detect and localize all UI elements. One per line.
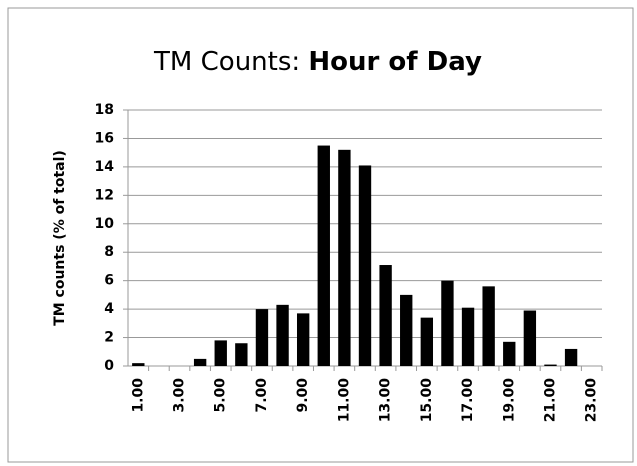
bar (482, 286, 495, 366)
y-tick-label: 0 (104, 358, 114, 374)
bar (235, 343, 248, 366)
bar (358, 165, 372, 366)
y-tick-label: 6 (104, 273, 114, 289)
title-bold-part: Hour of Day (308, 47, 482, 77)
bar (564, 348, 578, 366)
x-tick-label: 13.00 (378, 378, 394, 423)
y-tick-label: 2 (104, 330, 114, 346)
y-tick-label: 12 (95, 187, 114, 203)
bar (338, 149, 351, 366)
y-tick-label: 10 (95, 216, 115, 232)
bar (255, 309, 269, 366)
bar (544, 364, 557, 366)
x-tick-label: 17.00 (460, 378, 476, 423)
y-tick-label: 8 (104, 244, 114, 260)
y-tick-label: 4 (104, 301, 114, 317)
y-tick-label: 14 (95, 159, 115, 175)
bar (400, 294, 413, 366)
x-tick-label: 1.00 (130, 378, 146, 413)
bar (214, 340, 227, 366)
bar (193, 358, 207, 366)
x-tick-label: 15.00 (419, 378, 435, 423)
title-part: TM Counts: (153, 47, 300, 77)
bar (420, 317, 434, 366)
bar (317, 145, 330, 366)
x-tick-label: 9.00 (295, 378, 311, 413)
x-tick-label: 23.00 (584, 378, 600, 423)
x-tick-label: 21.00 (542, 378, 558, 423)
x-tick-label: 11.00 (336, 378, 352, 423)
bar (379, 265, 392, 366)
bar (503, 341, 516, 366)
bar (132, 363, 145, 366)
x-tick-label: 3.00 (172, 378, 188, 413)
x-tick-label: 19.00 (501, 378, 517, 423)
chart-title: TM Counts: Hour of Day (153, 47, 482, 77)
bar (296, 313, 310, 366)
bar (523, 310, 537, 366)
bar (461, 307, 475, 366)
y-axis-label: TM counts (% of total) (52, 150, 68, 326)
x-tick-label: 7.00 (254, 378, 270, 413)
y-tick-label: 16 (95, 130, 114, 146)
y-tick-label: 18 (95, 102, 114, 118)
bar (441, 280, 454, 366)
bar (276, 304, 289, 366)
x-tick-label: 5.00 (213, 378, 229, 413)
